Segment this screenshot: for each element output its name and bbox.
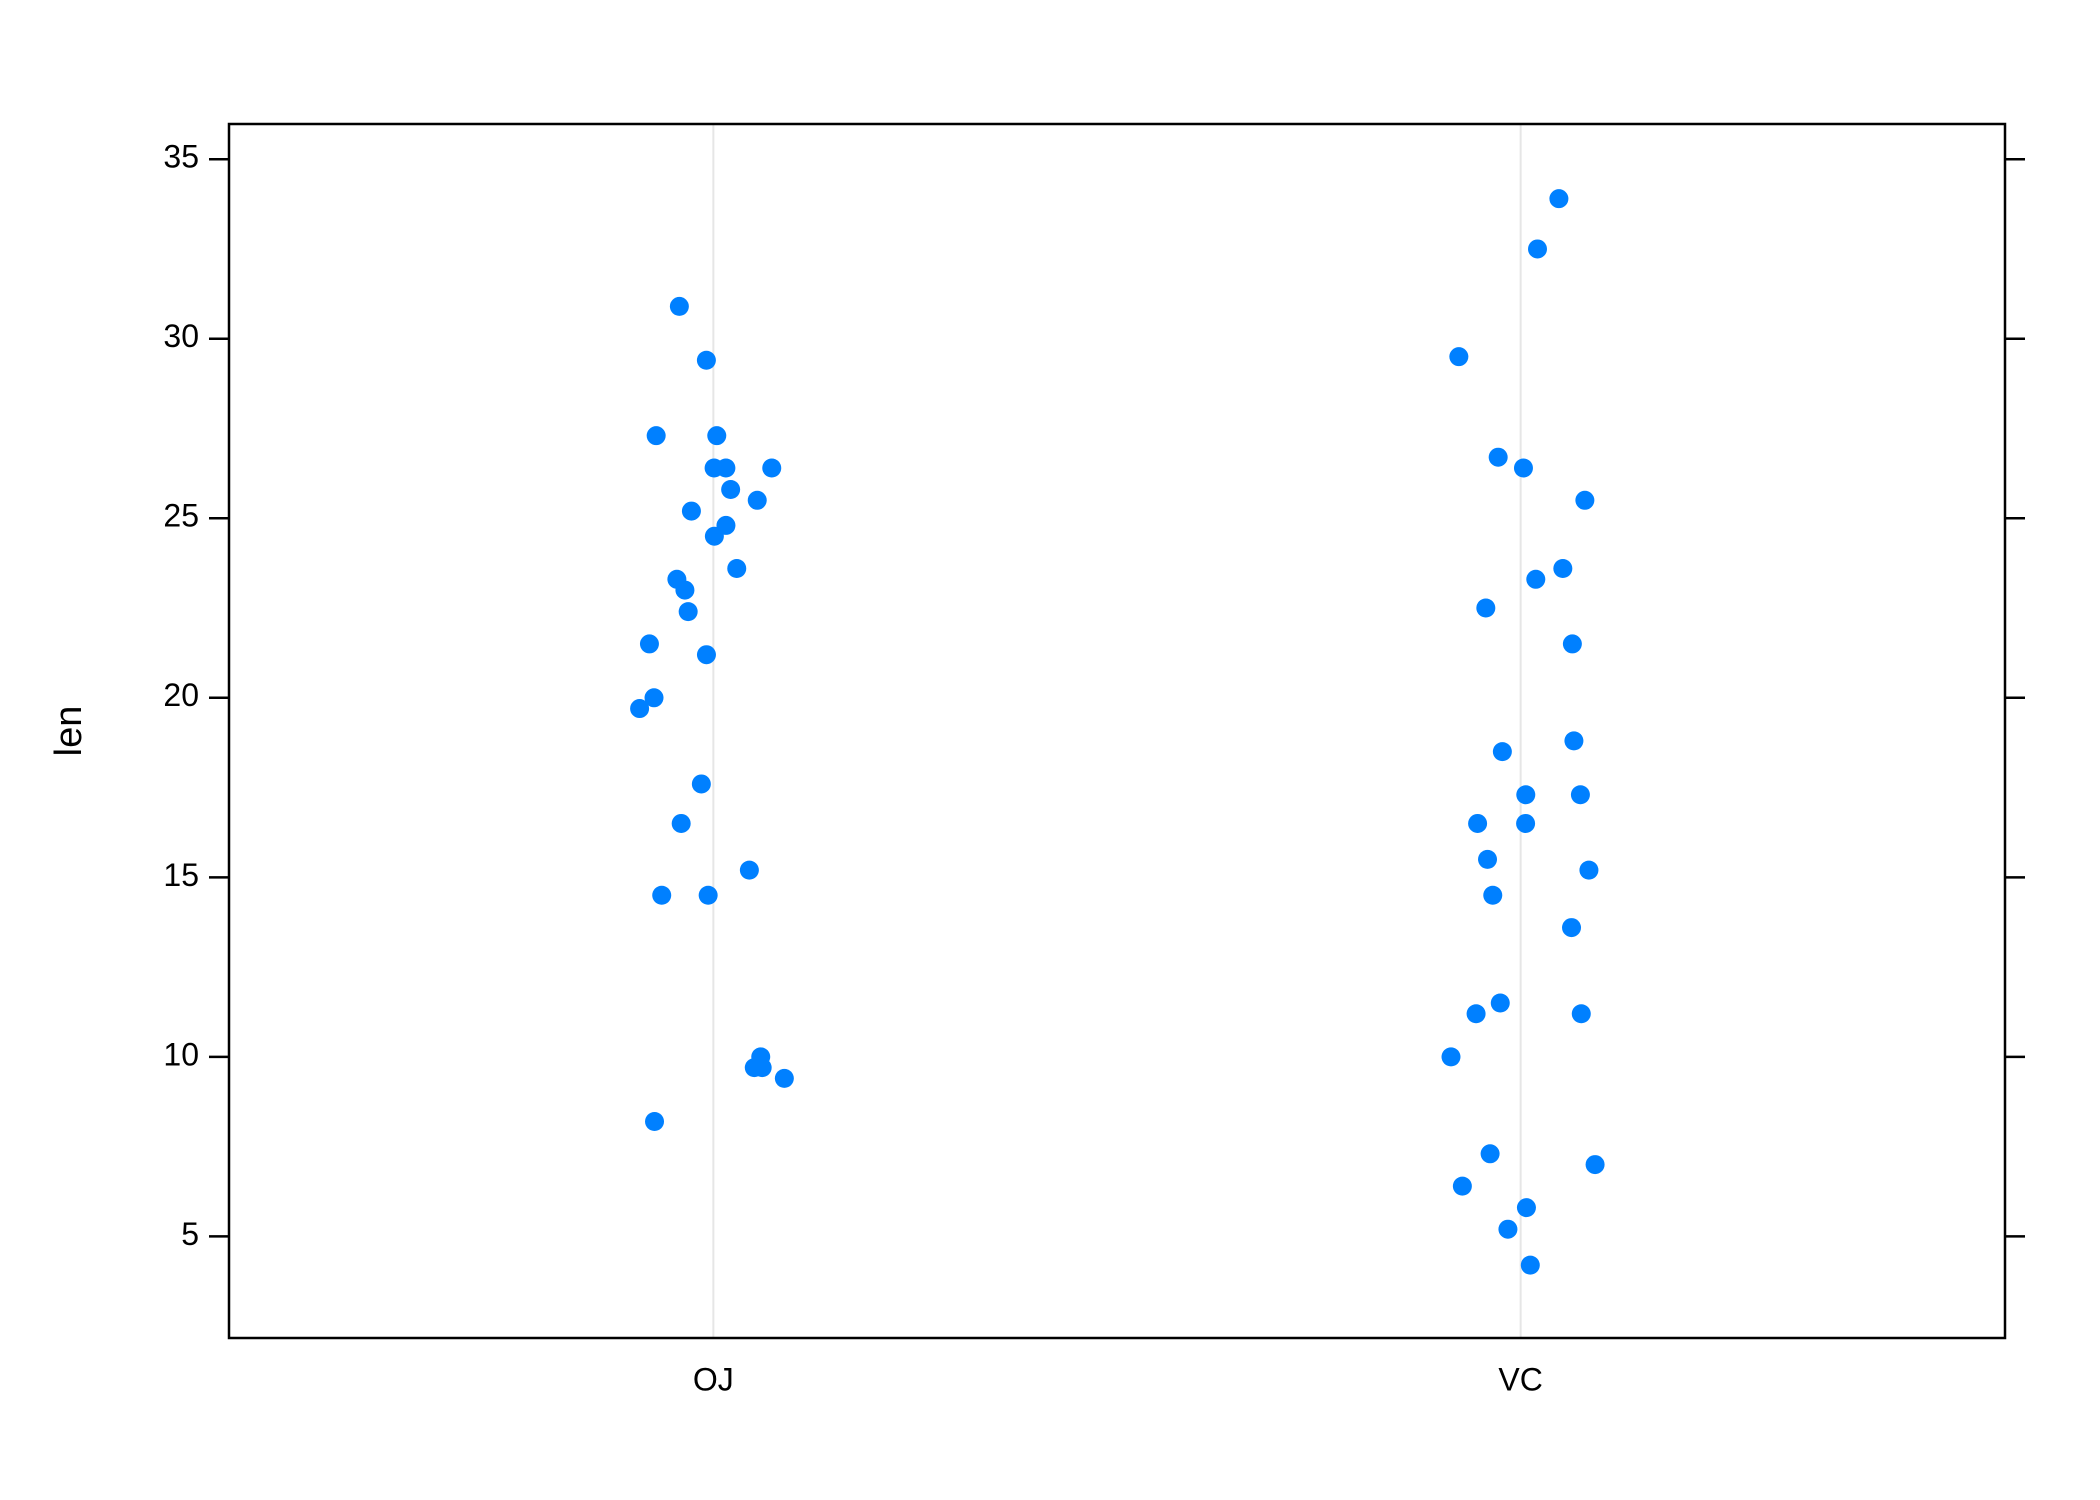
- data-point: [645, 1111, 665, 1131]
- data-point: [1449, 347, 1469, 367]
- data-point: [1562, 634, 1582, 654]
- x-tick-label: OJ: [693, 1361, 734, 1397]
- data-point: [774, 1068, 794, 1088]
- data-point: [1516, 1198, 1536, 1218]
- data-point: [707, 426, 727, 446]
- y-tick-label: 25: [163, 498, 199, 534]
- data-point: [1466, 1004, 1486, 1024]
- data-point: [727, 559, 747, 579]
- data-point: [1553, 559, 1573, 579]
- y-tick-label: 10: [163, 1036, 199, 1072]
- y-tick-label: 35: [163, 139, 199, 175]
- data-point: [639, 634, 659, 654]
- data-point: [1520, 1255, 1540, 1275]
- data-point: [644, 688, 664, 708]
- data-point: [1585, 1155, 1605, 1175]
- data-point: [681, 501, 701, 521]
- data-point: [1579, 860, 1599, 880]
- data-point: [1478, 849, 1498, 869]
- data-point: [1480, 1144, 1500, 1164]
- data-point: [691, 774, 711, 794]
- data-point: [762, 458, 782, 478]
- data-point: [1492, 742, 1512, 762]
- data-point: [1498, 1219, 1518, 1239]
- data-point: [1468, 813, 1488, 833]
- data-point: [739, 860, 759, 880]
- x-tick-label: VC: [1498, 1361, 1542, 1397]
- data-point: [721, 480, 741, 500]
- data-point: [696, 645, 716, 665]
- plot-frame: [227, 122, 2007, 1340]
- data-point: [1562, 918, 1582, 938]
- data-point: [678, 602, 698, 622]
- y-tick-label: 30: [163, 318, 199, 354]
- data-point: [1526, 569, 1546, 589]
- data-point: [1516, 785, 1536, 805]
- data-point: [1441, 1047, 1461, 1067]
- data-point: [1527, 239, 1547, 259]
- data-point: [696, 350, 716, 370]
- data-point: [675, 580, 695, 600]
- data-point: [716, 458, 736, 478]
- data-point: [1570, 785, 1590, 805]
- data-point: [669, 296, 689, 316]
- y-tick-label: 15: [163, 857, 199, 893]
- data-point: [698, 885, 718, 905]
- data-point: [1564, 731, 1584, 751]
- data-point: [1513, 458, 1533, 478]
- data-point: [630, 699, 650, 719]
- data-point: [1452, 1176, 1472, 1196]
- data-point: [1575, 490, 1595, 510]
- data-point: [1476, 598, 1496, 618]
- data-point: [744, 1058, 764, 1078]
- data-point: [652, 885, 672, 905]
- data-point: [1488, 447, 1508, 467]
- data-point: [1516, 813, 1536, 833]
- y-tick-label: 20: [163, 677, 199, 713]
- y-axis-label: len: [48, 706, 90, 757]
- data-point: [1549, 189, 1569, 209]
- y-tick-label: 5: [181, 1216, 199, 1252]
- data-point: [1483, 885, 1503, 905]
- data-point: [646, 426, 666, 446]
- data-point: [1571, 1004, 1591, 1024]
- data-point: [671, 813, 691, 833]
- data-point: [716, 515, 736, 535]
- data-point: [1490, 993, 1510, 1013]
- data-point: [747, 490, 767, 510]
